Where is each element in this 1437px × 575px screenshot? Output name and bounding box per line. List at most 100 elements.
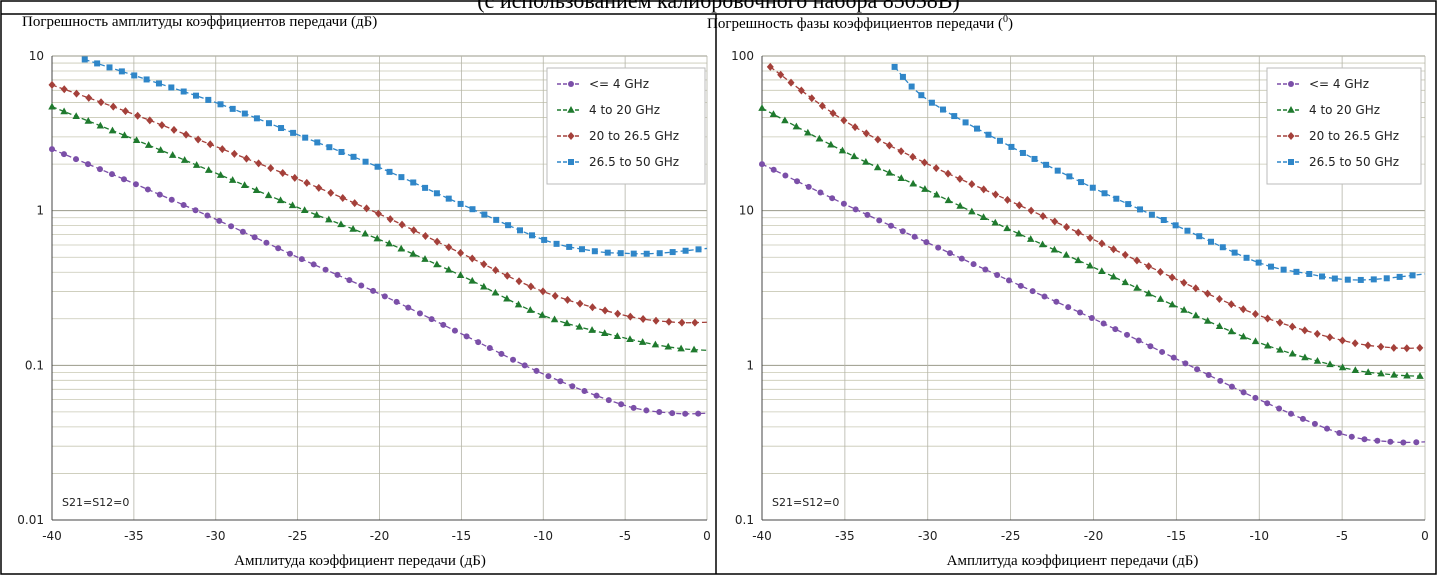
data-point bbox=[492, 266, 500, 275]
data-point bbox=[1280, 266, 1287, 273]
data-point bbox=[255, 159, 263, 168]
data-point bbox=[1005, 277, 1012, 284]
data-point bbox=[601, 306, 609, 315]
data-point bbox=[505, 222, 512, 229]
data-point bbox=[1377, 369, 1385, 377]
data-point bbox=[362, 158, 369, 165]
data-point bbox=[312, 210, 321, 218]
data-point bbox=[1264, 400, 1271, 407]
data-point bbox=[808, 94, 816, 103]
data-point bbox=[480, 260, 488, 269]
data-point bbox=[1017, 282, 1024, 289]
data-point bbox=[970, 261, 977, 268]
x-tick-label: -35 bbox=[835, 529, 855, 543]
legend-label: <= 4 GHz bbox=[589, 77, 649, 91]
data-point bbox=[288, 201, 297, 209]
data-point bbox=[1077, 309, 1084, 316]
data-point bbox=[265, 120, 272, 127]
data-point bbox=[1078, 179, 1085, 186]
data-point bbox=[1301, 326, 1309, 335]
x-tick-label: -30 bbox=[206, 529, 226, 543]
data-point bbox=[240, 181, 249, 188]
series-purple bbox=[759, 161, 1426, 446]
data-point bbox=[180, 88, 187, 95]
data-point bbox=[468, 254, 476, 263]
data-point bbox=[758, 104, 766, 111]
data-point bbox=[510, 356, 517, 363]
data-point bbox=[60, 151, 67, 158]
data-point bbox=[363, 204, 371, 213]
data-point bbox=[604, 249, 611, 256]
data-point bbox=[302, 134, 309, 141]
data-point bbox=[1338, 363, 1347, 371]
data-point bbox=[1383, 275, 1390, 282]
data-point bbox=[1293, 268, 1300, 275]
data-point bbox=[84, 116, 93, 124]
data-point bbox=[996, 137, 1003, 144]
legend-box bbox=[546, 67, 706, 185]
data-point bbox=[1240, 389, 1247, 396]
data-point bbox=[1288, 349, 1297, 357]
data-point bbox=[782, 172, 789, 179]
data-point bbox=[614, 309, 622, 318]
legend-item: <= 4 GHz bbox=[557, 77, 649, 91]
data-point bbox=[267, 164, 275, 173]
data-point bbox=[600, 329, 609, 336]
data-point bbox=[433, 260, 441, 268]
data-point bbox=[923, 239, 930, 246]
legend-label: 20 to 26.5 GHz bbox=[1309, 129, 1399, 143]
x-tick-label: -5 bbox=[1336, 529, 1348, 543]
data-point bbox=[1121, 278, 1130, 286]
data-point bbox=[1396, 273, 1403, 280]
data-point bbox=[143, 76, 150, 83]
data-point bbox=[643, 407, 650, 414]
data-point bbox=[1331, 275, 1338, 282]
data-point bbox=[1364, 368, 1372, 375]
data-point bbox=[962, 119, 969, 126]
data-point bbox=[759, 161, 765, 168]
data-point bbox=[381, 293, 388, 300]
data-point bbox=[170, 125, 178, 134]
data-point bbox=[393, 298, 400, 305]
series-line bbox=[894, 66, 1426, 281]
x-tick-label: -35 bbox=[124, 529, 144, 543]
data-point bbox=[576, 299, 584, 308]
data-point bbox=[665, 317, 673, 326]
data-point bbox=[286, 250, 293, 257]
data-point bbox=[469, 206, 476, 213]
data-point bbox=[358, 282, 365, 289]
data-point bbox=[1137, 206, 1144, 213]
data-point bbox=[695, 246, 702, 253]
data-point bbox=[291, 173, 299, 182]
legend-item: 20 to 26.5 GHz bbox=[1277, 129, 1399, 143]
data-point bbox=[451, 327, 458, 334]
data-point bbox=[1251, 310, 1259, 319]
data-point bbox=[1180, 278, 1188, 287]
data-point bbox=[155, 80, 162, 87]
data-point bbox=[939, 106, 946, 113]
data-point bbox=[433, 237, 441, 246]
data-point bbox=[797, 86, 805, 95]
data-point bbox=[385, 239, 393, 247]
left-chart-title: Погрешность амплитуды коэффициентов пере… bbox=[22, 14, 378, 30]
data-point bbox=[613, 332, 622, 339]
data-point bbox=[73, 89, 81, 98]
y-tick-label: 0.01 bbox=[17, 513, 44, 527]
series-blue bbox=[891, 63, 1426, 283]
y-tick-label: 1 bbox=[746, 358, 754, 372]
data-point bbox=[491, 288, 500, 296]
left-chart: -40 -35 -30 -25 -20 -15 -10 -5 0 0.01 0.1 1 10 S21=S1… bbox=[17, 49, 711, 543]
right-chart-title-sup: 0 bbox=[1003, 14, 1009, 25]
data-point bbox=[968, 207, 976, 215]
data-point bbox=[951, 113, 958, 120]
data-point bbox=[1051, 217, 1059, 226]
legend-label: <= 4 GHz bbox=[1309, 77, 1369, 91]
data-point bbox=[1098, 267, 1106, 274]
data-point bbox=[457, 200, 464, 207]
data-point bbox=[593, 392, 600, 399]
data-point bbox=[1065, 304, 1072, 311]
data-point bbox=[108, 171, 115, 178]
data-point bbox=[1135, 337, 1142, 344]
right-chart-title-end: ) bbox=[1008, 16, 1014, 32]
